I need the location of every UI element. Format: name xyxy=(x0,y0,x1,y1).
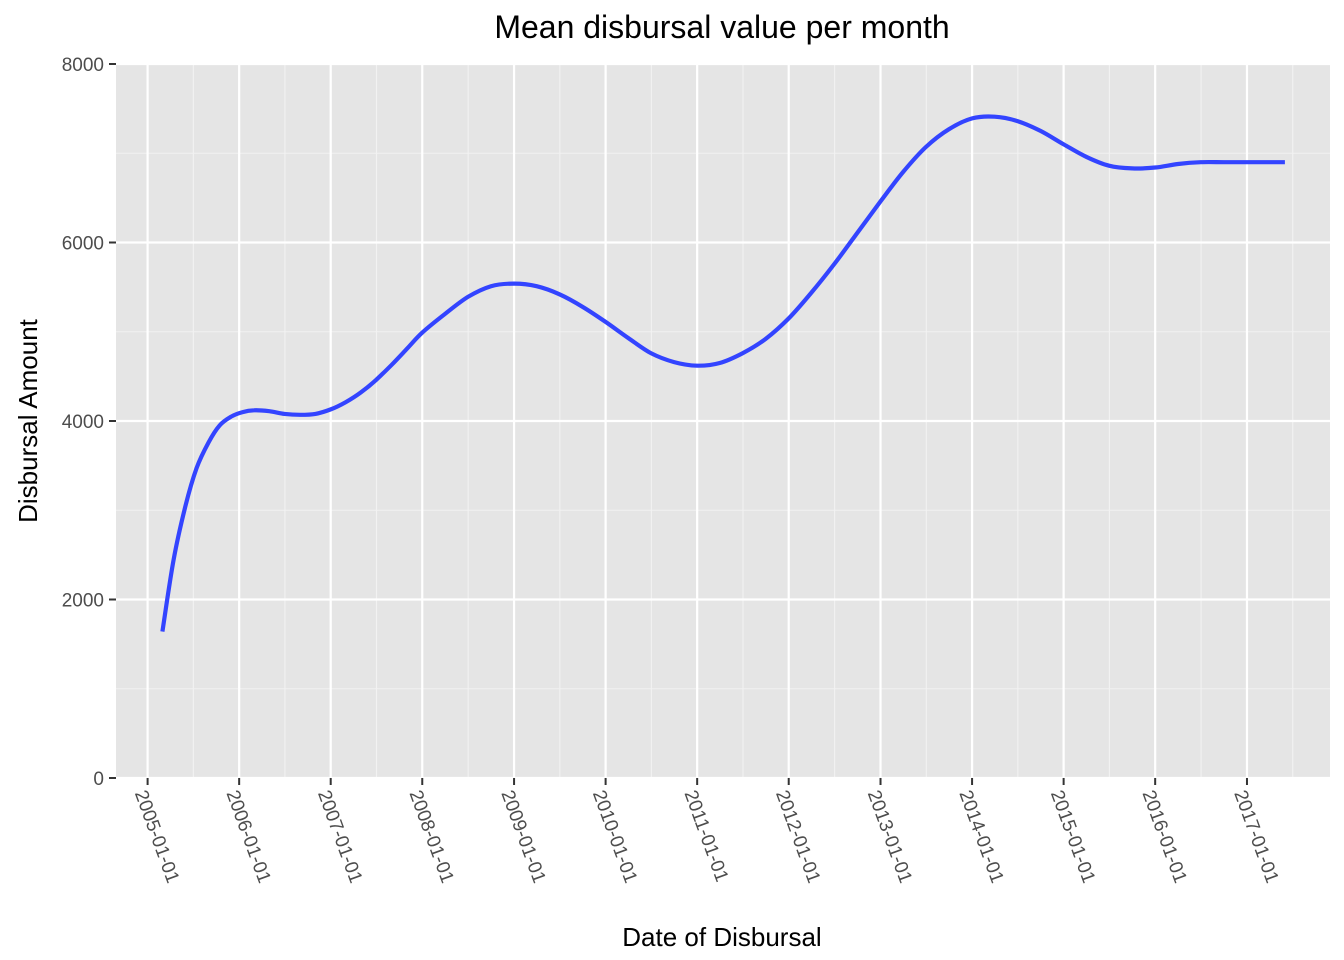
line-layer xyxy=(160,114,1285,632)
x-tick-label: 2008-01-01 xyxy=(405,788,458,887)
major-grid xyxy=(116,62,1330,780)
x-tick-label: 2014-01-01 xyxy=(954,788,1007,887)
x-tick-label: 2005-01-01 xyxy=(130,788,183,887)
x-tick-label: 2007-01-01 xyxy=(313,788,366,887)
x-tick-label: 2013-01-01 xyxy=(863,788,916,887)
x-tick-label: 2012-01-01 xyxy=(771,788,824,887)
y-tick-label: 8000 xyxy=(62,55,104,76)
x-tick-label: 2016-01-01 xyxy=(1138,788,1191,887)
y-axis: 0 2000 4000 6000 8000 xyxy=(62,55,116,790)
y-tick-label: 2000 xyxy=(62,591,104,612)
y-tick-label: 0 xyxy=(93,769,104,790)
series-line xyxy=(160,114,1285,632)
x-axis: 2005-01-01 2006-01-01 2007-01-01 2008-01-01… xyxy=(130,778,1282,886)
x-tick-label: 2015-01-01 xyxy=(1046,788,1099,887)
chart-title: Mean disbursal value per month xyxy=(494,9,949,45)
x-tick-label: 2011-01-01 xyxy=(680,788,732,885)
x-tick-label: 2006-01-01 xyxy=(222,788,275,887)
x-tick-label: 2017-01-01 xyxy=(1229,788,1282,887)
x-axis-title: Date of Disbursal xyxy=(622,922,821,952)
x-tick-label: 2009-01-01 xyxy=(496,788,549,887)
y-tick-label: 4000 xyxy=(62,412,104,433)
y-axis-title: Disbursal Amount xyxy=(13,318,43,523)
y-tick-label: 6000 xyxy=(62,234,104,255)
x-tick-label: 2010-01-01 xyxy=(588,788,641,887)
